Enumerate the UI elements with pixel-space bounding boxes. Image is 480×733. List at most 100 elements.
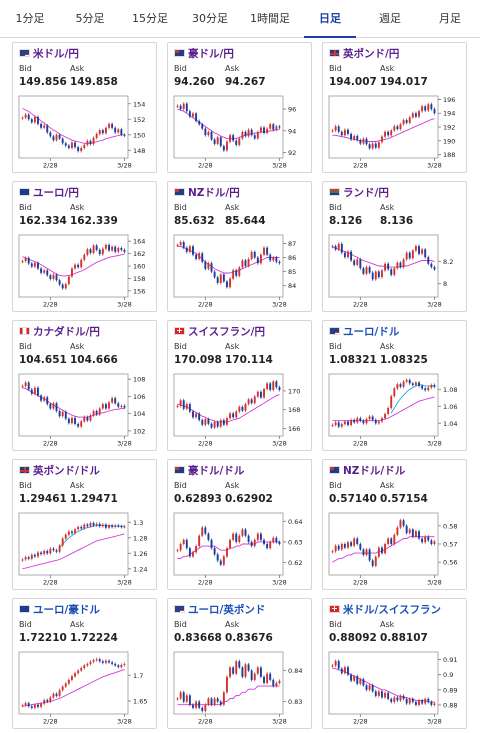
candle [359, 542, 362, 552]
rate-card-aud-usd[interactable]: 豪ドル/ドル Bid Ask 0.62893 0.62902 0.62 0.63 0.64 2/… [167, 459, 312, 590]
rate-card-gbp-jpy[interactable]: 英ポンド/円 Bid Ask 194.007 194.017 188 190 192 194 19… [322, 42, 467, 173]
price-chart[interactable]: 0.62 0.63 0.64 2/28 3/28 [171, 509, 309, 586]
rate-card-nzd-jpy[interactable]: NZドル/円 Bid Ask 85.632 85.644 84 85 86 87 2/28 3/28 [167, 181, 312, 312]
tab-30min[interactable]: 30分足 [192, 12, 228, 25]
pair-name[interactable]: ユーロ/ドル [343, 325, 400, 338]
candle [204, 260, 207, 271]
rate-card-usd-jpy[interactable]: 米ドル/円 Bid Ask 149.856 149.858 148 150 152 154 2/2… [12, 42, 157, 173]
pair-name[interactable]: 米ドル/円 [33, 47, 79, 60]
card-header: カナダドル/円 [19, 324, 100, 338]
pair-name[interactable]: ユーロ/円 [33, 186, 79, 199]
candle [222, 690, 225, 707]
candle [343, 128, 346, 137]
pair-name[interactable]: ユーロ/豪ドル [33, 603, 100, 616]
y-tick-label: 0.89 [443, 686, 457, 694]
candle [185, 246, 188, 254]
candle [362, 137, 365, 146]
y-tick-label: 94 [288, 127, 296, 135]
pair-name[interactable]: ランド/円 [343, 186, 389, 199]
candle [98, 248, 101, 256]
price-chart[interactable]: 1.65 1.7 2/28 3/28 [16, 648, 154, 725]
candle [210, 130, 213, 142]
candle [350, 418, 353, 427]
candle [74, 416, 77, 426]
pair-name[interactable]: 豪ドル/ドル [188, 464, 245, 477]
candle [263, 125, 265, 135]
candle [89, 139, 92, 146]
candle [101, 659, 104, 665]
card-header: 豪ドル/ドル [174, 463, 244, 477]
price-chart[interactable]: 188 190 192 194 196 2/28 3/28 [326, 92, 464, 169]
pair-name[interactable]: NZドル/ドル [343, 464, 406, 477]
ask-value: 162.339 [70, 215, 118, 227]
candle [353, 258, 356, 267]
price-chart[interactable]: 1.04 1.06 1.08 2/28 3/28 [326, 370, 464, 447]
candle [232, 665, 235, 676]
pair-name[interactable]: 米ドル/スイスフラン [343, 603, 442, 616]
candle [86, 247, 89, 257]
price-chart[interactable]: 0.83 0.84 2/28 3/28 [171, 648, 309, 725]
candle [266, 542, 269, 550]
candle [418, 698, 420, 707]
rate-card-zar-jpy[interactable]: ランド/円 Bid Ask 8.126 8.136 8 8.2 2/28 3/28 [322, 181, 467, 312]
tab-monthly[interactable]: 月足 [439, 12, 461, 25]
pair-name[interactable]: 英ポンド/円 [343, 47, 400, 60]
candle [229, 665, 232, 679]
tab-1hour[interactable]: 1時間足 [250, 12, 290, 25]
rate-card-eur-jpy[interactable]: ユーロ/円 Bid Ask 162.334 162.339 156 158 160 162 164… [12, 181, 157, 312]
candle [120, 663, 123, 669]
candle [225, 675, 228, 694]
tab-weekly[interactable]: 週足 [379, 12, 401, 25]
price-chart[interactable]: 156 158 160 162 164 2/28 3/28 [16, 231, 154, 308]
candle [67, 144, 70, 150]
x-tick-label: 2/28 [198, 440, 213, 448]
rate-card-usd-chf[interactable]: 米ドル/スイスフランBidAsk0.880920.881070.880.890.… [322, 598, 467, 729]
candle [278, 540, 281, 546]
tab-daily[interactable]: 日足 [300, 0, 360, 38]
candle [179, 104, 182, 111]
ch-flag-icon [329, 605, 340, 613]
candle [104, 243, 107, 251]
pair-name[interactable]: カナダドル/円 [33, 325, 100, 338]
price-chart[interactable]: 92 94 96 2/28 3/28 [171, 92, 309, 169]
tab-5min[interactable]: 5分足 [75, 12, 105, 25]
rate-card-gbp-usd[interactable]: 英ポンド/ドル Bid Ask 1.29461 1.29471 1.24 1.26 1.28 1… [12, 459, 157, 590]
rate-card-aud-jpy[interactable]: 豪ドル/円 Bid Ask 94.260 94.267 92 94 96 2/28 3/28 [167, 42, 312, 173]
pair-name[interactable]: 豪ドル/円 [188, 47, 234, 60]
price-chart[interactable]: 0.88 0.89 0.9 0.91 2/28 3/28 [326, 648, 464, 725]
ask-label: Ask [380, 64, 395, 73]
price-chart[interactable]: 0.56 0.57 0.58 2/28 3/28 [326, 509, 464, 586]
pair-name[interactable]: ユーロ/英ポンド [188, 603, 266, 616]
price-chart[interactable]: 1.24 1.26 1.28 1.3 2/28 3/28 [16, 509, 154, 586]
price-chart[interactable]: 8 8.2 2/28 3/28 [326, 231, 464, 308]
rate-card-eur-aud[interactable]: ユーロ/豪ドル Bid Ask 1.72210 1.72224 1.65 1.7 2/28 3/… [12, 598, 157, 729]
candle [207, 130, 210, 137]
candle [229, 411, 232, 420]
candle [192, 410, 194, 419]
price-chart[interactable]: 84 85 86 87 2/28 3/28 [171, 231, 309, 308]
y-tick-label: 0.57 [443, 541, 457, 549]
y-tick-label: 108 [133, 376, 145, 384]
pair-name[interactable]: NZドル/円 [188, 186, 240, 199]
pair-name[interactable]: スイスフラン/円 [188, 325, 266, 338]
candle [399, 122, 402, 131]
price-chart[interactable]: 102 104 106 108 2/28 3/28 [16, 370, 154, 447]
bid-value: 1.08321 [329, 354, 377, 366]
candle [101, 247, 104, 256]
price-chart[interactable]: 148 150 152 154 2/28 3/28 [16, 92, 154, 169]
tab-1min[interactable]: 1分足 [15, 12, 45, 25]
candle [24, 701, 27, 707]
rate-card-cad-jpy[interactable]: カナダドル/円 Bid Ask 104.651 104.666 102 104 106 108 2… [12, 320, 157, 451]
candle [343, 542, 346, 550]
moving-average-short-line [390, 384, 435, 414]
rate-card-eur-usd[interactable]: ユーロ/ドル Bid Ask 1.08321 1.08325 1.04 1.06 1.08 2/… [322, 320, 467, 451]
pair-name[interactable]: 英ポンド/ドル [33, 464, 100, 477]
candle [61, 283, 64, 290]
price-chart[interactable]: 166 168 170 2/28 3/28 [171, 370, 309, 447]
candle [27, 113, 30, 121]
tab-15min[interactable]: 15分足 [132, 12, 168, 25]
card-header: ユーロ/ドル [329, 324, 399, 338]
rate-card-nzd-usd[interactable]: NZドル/ドル Bid Ask 0.57140 0.57154 0.56 0.57 0.58 2… [322, 459, 467, 590]
rate-card-eur-gbp[interactable]: ユーロ/英ポンド Bid Ask 0.83668 0.83676 0.83 0.84 2/28… [167, 598, 312, 729]
